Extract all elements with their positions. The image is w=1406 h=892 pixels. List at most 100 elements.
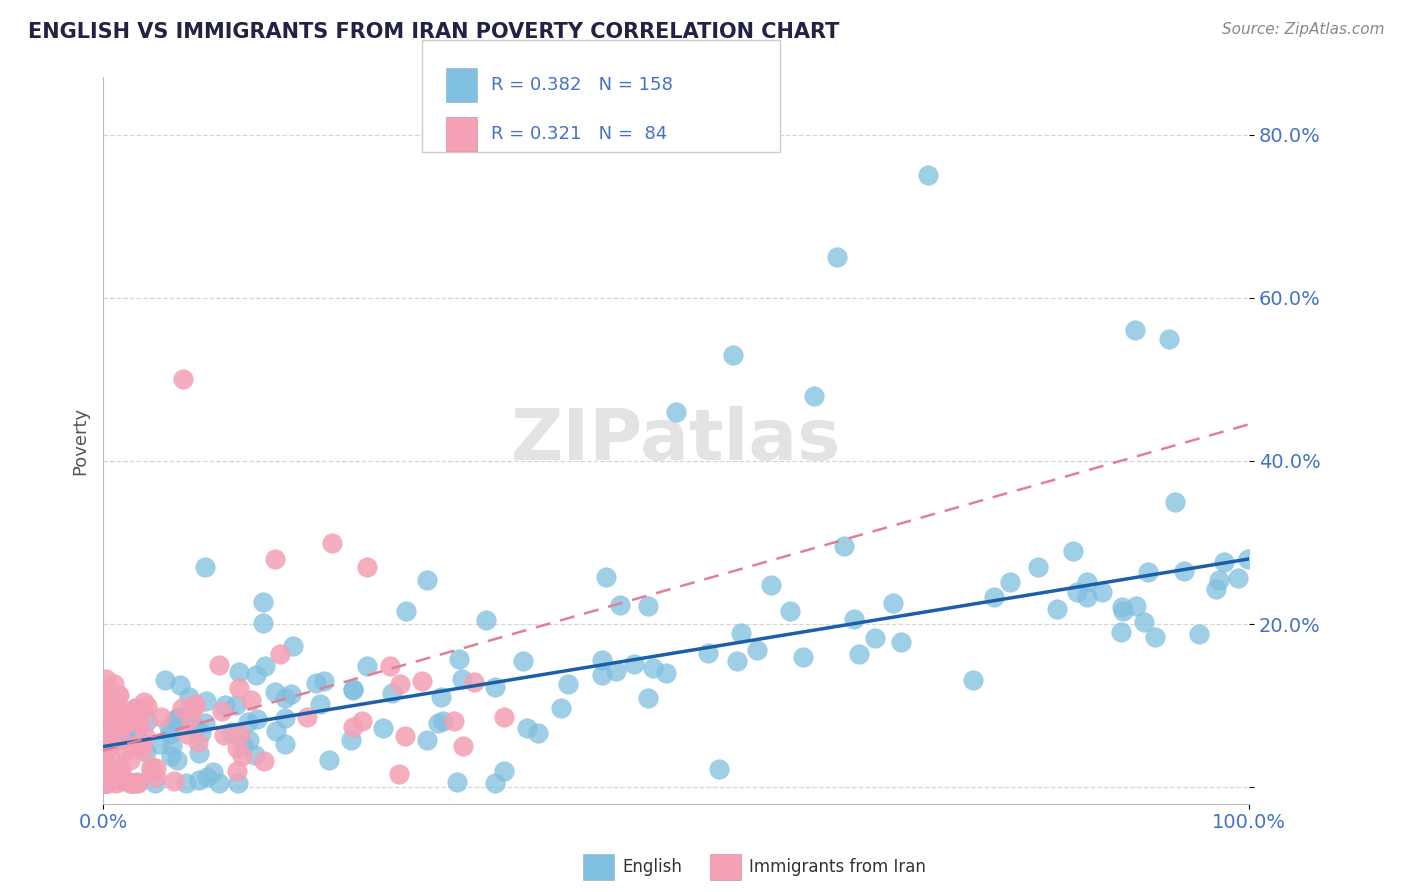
Point — [111, 704, 134, 718]
Point — [1208, 573, 1230, 587]
Point — [94, 673, 117, 687]
Point — [110, 719, 132, 733]
Point — [591, 668, 613, 682]
Point — [1028, 560, 1050, 574]
Point — [179, 711, 201, 725]
Text: ENGLISH VS IMMIGRANTS FROM IRAN POVERTY CORRELATION CHART: ENGLISH VS IMMIGRANTS FROM IRAN POVERTY … — [28, 22, 839, 42]
Point — [309, 697, 332, 711]
Point — [131, 743, 153, 757]
Point — [238, 733, 260, 747]
Point — [295, 709, 318, 723]
Point — [280, 687, 302, 701]
Point — [108, 773, 131, 788]
Point — [98, 750, 121, 764]
Point — [342, 683, 364, 698]
Point — [447, 652, 470, 666]
Point — [863, 631, 886, 645]
Point — [174, 708, 197, 723]
Point — [1000, 575, 1022, 590]
Point — [194, 559, 217, 574]
Point — [153, 673, 176, 688]
Point — [127, 776, 149, 790]
Point — [494, 710, 516, 724]
Point — [342, 720, 364, 734]
Point — [641, 660, 664, 674]
Point — [1163, 495, 1185, 509]
Point — [141, 760, 163, 774]
Point — [172, 372, 194, 386]
Point — [93, 688, 115, 702]
Point — [381, 686, 404, 700]
Point — [484, 776, 506, 790]
Point — [97, 720, 120, 734]
Point — [226, 741, 249, 756]
Point — [226, 764, 249, 778]
Point — [228, 665, 250, 680]
Point — [97, 729, 120, 743]
Point — [135, 745, 157, 759]
Point — [655, 666, 678, 681]
Text: Source: ZipAtlas.com: Source: ZipAtlas.com — [1222, 22, 1385, 37]
Point — [1076, 591, 1098, 605]
Point — [195, 770, 218, 784]
Point — [236, 715, 259, 730]
Point — [1111, 599, 1133, 614]
Point — [232, 738, 254, 752]
Point — [163, 773, 186, 788]
Point — [1137, 566, 1160, 580]
Point — [609, 598, 631, 612]
Point — [484, 680, 506, 694]
Point — [114, 716, 136, 731]
Point — [93, 757, 115, 772]
Point — [101, 770, 124, 784]
Point — [983, 591, 1005, 605]
Point — [1125, 599, 1147, 614]
Point — [159, 727, 181, 741]
Point — [429, 690, 451, 705]
Point — [305, 676, 328, 690]
Text: R = 0.382   N = 158: R = 0.382 N = 158 — [491, 76, 672, 94]
Point — [1109, 624, 1132, 639]
Point — [450, 672, 472, 686]
Point — [125, 714, 148, 729]
Point — [253, 754, 276, 768]
Point — [194, 716, 217, 731]
Point — [637, 690, 659, 705]
Point — [105, 714, 128, 728]
Point — [665, 405, 688, 419]
Point — [1188, 627, 1211, 641]
Point — [112, 725, 135, 739]
Point — [730, 626, 752, 640]
Point — [269, 647, 291, 661]
Point — [136, 698, 159, 713]
Point — [124, 724, 146, 739]
Point — [190, 726, 212, 740]
Point — [110, 765, 132, 780]
Point — [114, 774, 136, 789]
Point — [512, 654, 534, 668]
Point — [415, 573, 437, 587]
Point — [128, 738, 150, 752]
Point — [176, 727, 198, 741]
Point — [107, 688, 129, 702]
Point — [177, 690, 200, 704]
Point — [208, 658, 231, 673]
Point — [131, 737, 153, 751]
Point — [145, 770, 167, 784]
Point — [96, 706, 118, 720]
Point — [174, 776, 197, 790]
Point — [371, 722, 394, 736]
Point — [274, 738, 297, 752]
Point — [388, 766, 411, 780]
Point — [122, 776, 145, 790]
Point — [124, 701, 146, 715]
Point — [252, 615, 274, 630]
Point — [605, 664, 627, 678]
Point — [1173, 564, 1195, 578]
Point — [779, 604, 801, 618]
Point — [411, 674, 433, 689]
Point — [825, 250, 848, 264]
Point — [759, 578, 782, 592]
Point — [114, 772, 136, 787]
Point — [127, 775, 149, 789]
